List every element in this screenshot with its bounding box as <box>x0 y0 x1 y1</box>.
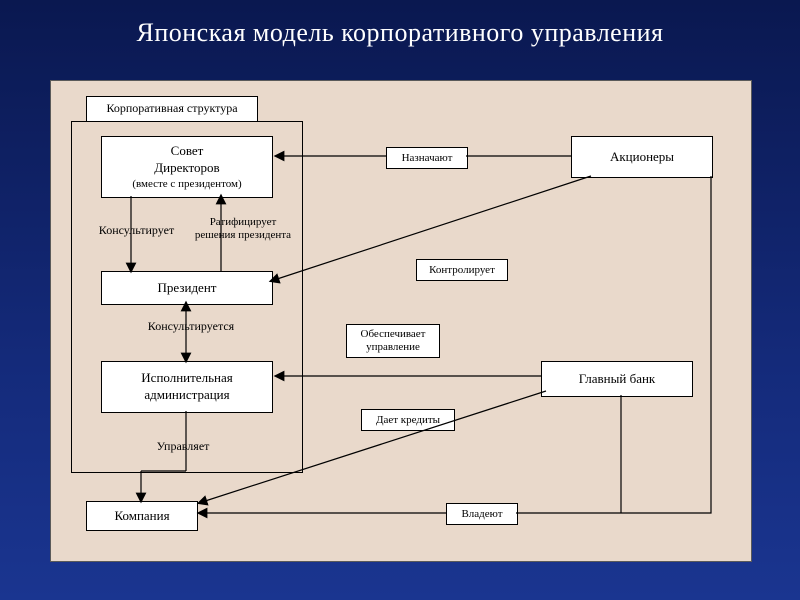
company-box: Компания <box>86 501 198 531</box>
page-title: Японская модель корпоративного управлени… <box>0 0 800 48</box>
label-ratifies: Ратифицирует решения президента <box>183 216 303 242</box>
label-appoint: Назначают <box>386 147 468 169</box>
label-consults: Консультирует <box>89 223 184 237</box>
president-box: Президент <box>101 271 273 305</box>
label-own: Владеют <box>446 503 518 525</box>
slide: Японская модель корпоративного управлени… <box>0 0 800 600</box>
corporate-structure-label: Корпоративная структура <box>86 96 258 122</box>
label-controls: Контролирует <box>416 259 508 281</box>
diagram-canvas: Корпоративная структура Совет Директоров… <box>50 80 752 562</box>
label-credits: Дает кредиты <box>361 409 455 431</box>
label-manages: Управляет <box>143 439 223 453</box>
board-of-directors-box: Совет Директоров (вместе с президентом) <box>101 136 273 198</box>
shareholders-box: Акционеры <box>571 136 713 178</box>
exec-admin-box: Исполнительная администрация <box>101 361 273 413</box>
label-provides-mgmt: Обеспечивает управление <box>346 324 440 358</box>
main-bank-box: Главный банк <box>541 361 693 397</box>
label-consulted: Консультируется <box>136 319 246 333</box>
